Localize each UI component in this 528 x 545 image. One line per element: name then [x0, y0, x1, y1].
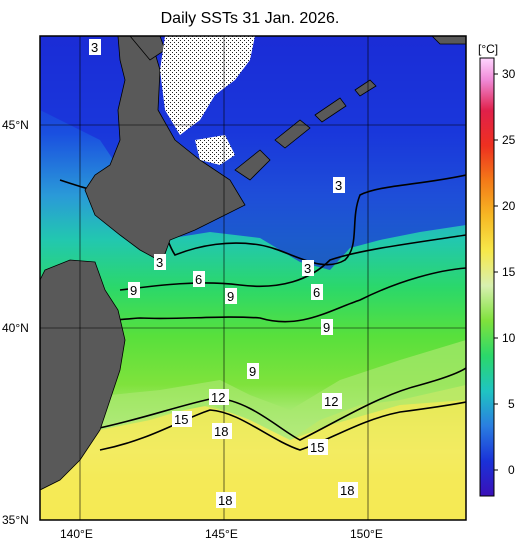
colorbar-unit: [°C] — [478, 42, 498, 56]
landmass-kamchatka-tip — [431, 36, 466, 45]
contour-label-group: 3 3 3 3 6 6 9 9 9 9 12 12 15 15 18 18 18 — [89, 39, 358, 508]
colorbar-tick: 20 — [502, 199, 516, 213]
map-frame — [39, 35, 467, 521]
lon-label-145: 145°E — [205, 527, 238, 541]
lat-axis: 45°N 40°N 35°N — [2, 118, 29, 527]
colorbar-scale — [479, 57, 495, 497]
contour-label: 3 — [335, 178, 342, 193]
contour-label: 6 — [195, 272, 202, 287]
contour-label: 3 — [91, 40, 98, 55]
contour-label: 9 — [227, 289, 234, 304]
contour-label: 3 — [156, 255, 163, 270]
landmass-kuril-4 — [354, 79, 377, 97]
graticule — [40, 36, 466, 520]
colorbar-tick: 10 — [502, 331, 516, 345]
mid-water-region — [40, 340, 466, 440]
colorbar-tick: 25 — [502, 133, 516, 147]
contour-label: 15 — [174, 412, 188, 427]
landmass-kuril-3 — [314, 97, 347, 123]
landmass-kuril-1 — [234, 149, 271, 181]
colorbar-tick: 5 — [508, 397, 515, 411]
contour-label: 9 — [249, 364, 256, 379]
contour-label: 18 — [218, 493, 232, 508]
contour-label: 6 — [313, 285, 320, 300]
lon-axis: 140°E 145°E 150°E — [60, 527, 383, 541]
land — [40, 36, 466, 491]
landmass-kuril-2 — [274, 119, 311, 149]
contour-label: 9 — [323, 320, 330, 335]
colorbar-tick: 15 — [502, 265, 516, 279]
contour-label: 18 — [214, 424, 228, 439]
contour-label: 12 — [324, 394, 338, 409]
contour-label: 12 — [211, 390, 225, 405]
landmass-honshu — [40, 259, 126, 491]
colorbar-tick: 0 — [508, 463, 515, 477]
contour-label: 15 — [310, 440, 324, 455]
colorbar: [°C] 30 25 20 15 10 5 0 — [478, 42, 516, 497]
contour-label: 9 — [130, 283, 137, 298]
sea-ice-okhotsk — [160, 36, 255, 135]
lat-label-40: 40°N — [2, 321, 29, 335]
contour-label: 3 — [304, 261, 311, 276]
lat-label-35: 35°N — [2, 513, 29, 527]
lon-label-150: 150°E — [350, 527, 383, 541]
contour-label: 18 — [340, 483, 354, 498]
sea-ice-kuril — [195, 135, 235, 165]
lon-label-140: 140°E — [60, 527, 93, 541]
colorbar-tick: 30 — [502, 67, 516, 81]
lat-label-45: 45°N — [2, 118, 29, 132]
page-title: Daily SSTs 31 Jan. 2026. — [160, 10, 340, 27]
